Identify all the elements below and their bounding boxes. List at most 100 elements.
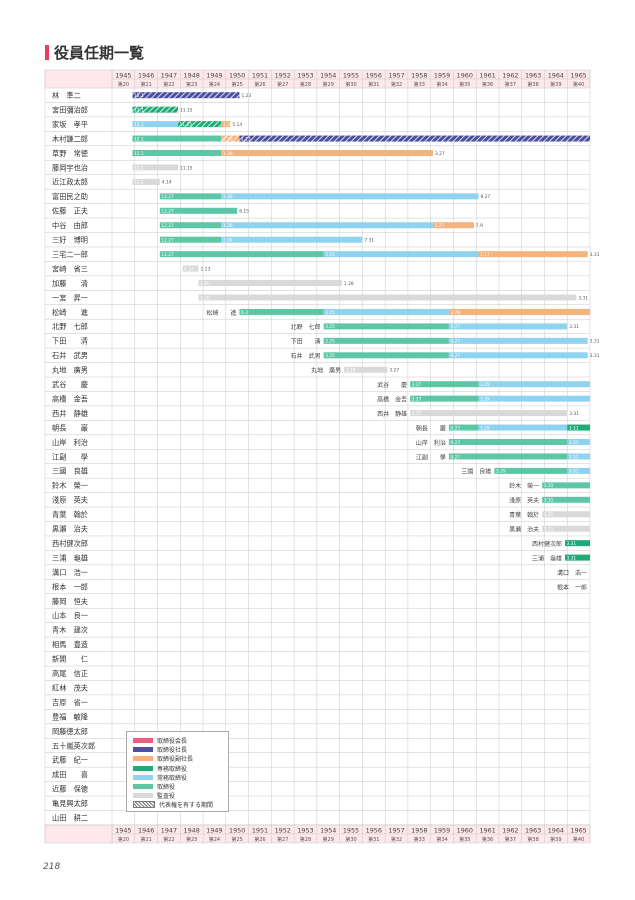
top-term-label: 第22 xyxy=(163,81,174,88)
page-number: 218 xyxy=(43,862,61,872)
executive-name: 武谷 慶 xyxy=(52,380,88,389)
bottom-year-label: 1960 xyxy=(457,826,473,834)
term-start-label: 1.30 xyxy=(223,151,233,157)
term-bar-auditor xyxy=(132,178,160,185)
executive-name: 高橋 金吾 xyxy=(52,394,88,403)
top-year-label: 1951 xyxy=(252,71,268,79)
term-end-label: 1.23 xyxy=(241,93,251,99)
executive-name: 淺原 英夫 xyxy=(52,496,88,505)
term-start-label: 1.17 xyxy=(480,252,490,258)
term-bar-director xyxy=(323,323,449,330)
executive-name: 亀見興太郎 xyxy=(52,799,88,808)
term-start-label: 3.29 xyxy=(480,425,490,431)
term-bar-director xyxy=(448,439,568,445)
term-bar-managing xyxy=(567,467,590,474)
term-start-label: 3.27 xyxy=(412,411,422,417)
bottom-term-label: 第28 xyxy=(300,836,311,843)
bottom-year-label: 1955 xyxy=(343,826,359,834)
term-start-label: 1.30 xyxy=(223,136,233,142)
term-start-label: 3.31 xyxy=(544,527,554,533)
bottom-year-label: 1963 xyxy=(525,826,541,834)
bottom-year-label: 1951 xyxy=(252,826,268,834)
term-bar-director xyxy=(410,395,479,402)
term-start-label: 3.29 xyxy=(480,382,490,388)
legend-swatch xyxy=(133,756,153,762)
term-bar-director xyxy=(132,150,222,156)
term-end-label: 3.27 xyxy=(435,151,445,157)
inline-name-tag: 松崎 進 xyxy=(206,309,236,317)
term-start-label: 3.31 xyxy=(569,469,579,475)
term-start-label: 3.28 xyxy=(346,368,356,374)
bottom-term-label: 第24 xyxy=(209,836,220,843)
term-bar-director xyxy=(542,496,590,503)
bottom-term-label: 第35 xyxy=(459,836,470,843)
bottom-term-label: 第20 xyxy=(118,836,129,843)
inline-name-tag: 西井 静雄 xyxy=(377,410,407,418)
term-bar-managing xyxy=(448,352,588,359)
term-bar-auditor xyxy=(198,280,342,287)
term-bar-vice_president xyxy=(432,222,474,229)
term-start-label: 4.14 xyxy=(184,266,194,272)
bottom-term-label: 第21 xyxy=(140,836,151,843)
executive-name: 吉原 省一 xyxy=(52,698,88,707)
term-start-label: 9.27 xyxy=(450,339,460,345)
term-start-label: 3.29 xyxy=(480,396,490,402)
term-start-label: 1.30 xyxy=(223,194,233,200)
representative-hatch xyxy=(221,135,240,142)
top-term-label: 第23 xyxy=(186,81,197,88)
term-bar-director xyxy=(323,352,449,359)
term-bar-managing xyxy=(478,424,568,431)
term-start-label: 9.27 xyxy=(450,425,460,431)
inline-name-tag: 溝口 浩一 xyxy=(557,569,587,577)
bottom-year-label: 1953 xyxy=(297,826,313,834)
term-start-label: 9.27 xyxy=(450,324,460,330)
executive-name: 西村健次郎 xyxy=(52,539,88,548)
executive-name: 佐藤 正夫 xyxy=(52,207,88,216)
executive-name: 一宮 昇一 xyxy=(52,293,88,302)
term-start-label: 12.27 xyxy=(161,209,174,215)
legend-swatch xyxy=(133,738,153,743)
term-start-label: 9.27 xyxy=(450,440,460,446)
term-start-label: 3.25 xyxy=(325,339,335,345)
legend-swatch xyxy=(133,793,153,799)
inline-name-tag: 江副 學 xyxy=(416,453,446,461)
bottom-year-label: 1954 xyxy=(320,826,336,834)
executive-name: 山田 耕二 xyxy=(52,814,88,823)
top-term-label: 第25 xyxy=(232,81,243,88)
representative-hatch xyxy=(239,135,590,142)
bottom-term-label: 第40 xyxy=(573,836,584,843)
term-bar-auditor xyxy=(542,525,590,532)
executive-name: 家坂 孝平 xyxy=(52,120,88,129)
legend-item: 取締役 xyxy=(133,782,175,791)
term-bar-managing xyxy=(478,381,590,388)
bottom-year-label: 1956 xyxy=(366,826,382,834)
term-bar-managing xyxy=(448,323,568,330)
executive-name: 石井 武男 xyxy=(52,351,88,360)
bottom-year-label: 1959 xyxy=(434,826,450,834)
top-year-label: 1949 xyxy=(206,71,222,79)
bottom-term-label: 第22 xyxy=(163,836,174,843)
representative-hatch xyxy=(132,106,179,113)
top-year-label: 1948 xyxy=(184,71,200,79)
legend-item: 専務取締役 xyxy=(133,764,187,773)
top-term-label: 第21 xyxy=(140,81,151,88)
term-bar-director xyxy=(448,424,479,431)
term-bar-senior_managing xyxy=(564,540,590,547)
executive-name: 成田 喜 xyxy=(52,770,88,779)
legend-swatch xyxy=(133,784,153,789)
top-year-label: 1960 xyxy=(457,71,473,79)
term-bar-managing xyxy=(323,308,449,315)
top-year-label: 1963 xyxy=(525,71,541,79)
bottom-year-label: 1957 xyxy=(388,826,404,834)
bottom-term-label: 第31 xyxy=(368,836,379,843)
executive-name: 中谷 由郎 xyxy=(52,221,88,230)
legend-item: 監査役 xyxy=(133,791,175,800)
term-start-label: 3.25 xyxy=(325,310,335,316)
legend-item: 常務取締役 xyxy=(133,773,187,782)
term-start-label: 12.27 xyxy=(161,194,174,200)
bottom-year-label: 1947 xyxy=(161,826,177,834)
top-term-label: 第27 xyxy=(277,81,288,88)
bottom-term-label: 第36 xyxy=(482,836,493,843)
term-bar-vice_president xyxy=(448,308,590,315)
